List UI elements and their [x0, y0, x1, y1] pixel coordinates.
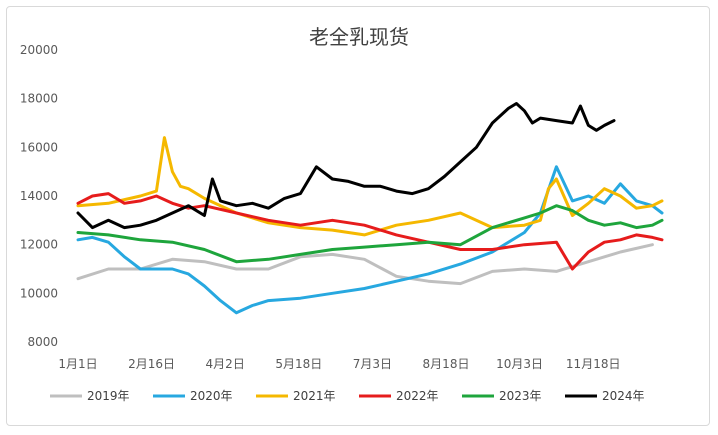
y-axis-ticks: 8000 10000 12000 14000 16000 18000 20000 [20, 43, 58, 349]
x-axis-ticks: 1月1日 2月16日 4月2日 5月18日 7月3日 8月18日 10月3日 11月18日 [58, 357, 620, 371]
legend-label: 2024年 [602, 389, 645, 403]
x-tick-label: 5月18日 [275, 357, 322, 371]
x-tick-label: 11月18日 [566, 357, 621, 371]
x-tick-label: 4月2日 [206, 357, 245, 371]
y-tick-label: 10000 [20, 286, 58, 300]
legend-label: 2021年 [293, 389, 336, 403]
legend-label: 2022年 [396, 389, 439, 403]
x-tick-label: 10月3日 [496, 357, 543, 371]
legend-label: 2019年 [87, 389, 130, 403]
x-tick-label: 2月16日 [128, 357, 175, 371]
y-tick-label: 18000 [20, 92, 58, 106]
y-tick-label: 16000 [20, 140, 58, 154]
series-line-3 [76, 192, 664, 271]
chart-frame [6, 6, 710, 426]
x-tick-label: 1月1日 [58, 357, 97, 371]
y-tick-label: 20000 [20, 43, 58, 57]
legend-label: 2020年 [190, 389, 233, 403]
y-tick-label: 12000 [20, 238, 58, 252]
x-tick-label: 7月3日 [353, 357, 392, 371]
series-line-0 [76, 243, 654, 286]
series-lines [76, 102, 664, 315]
series-line-1 [76, 165, 664, 315]
y-tick-label: 14000 [20, 189, 58, 203]
legend: 2019年 2020年 2021年 2022年 2023年 2024年 [50, 389, 645, 403]
series-line-5 [76, 102, 616, 230]
series-line-2 [76, 136, 664, 237]
y-tick-label: 8000 [27, 335, 58, 349]
legend-label: 2023年 [499, 389, 542, 403]
series-line-4 [76, 204, 664, 264]
x-tick-label: 8月18日 [423, 357, 470, 371]
chart-title: 老全乳现货 [309, 25, 409, 49]
